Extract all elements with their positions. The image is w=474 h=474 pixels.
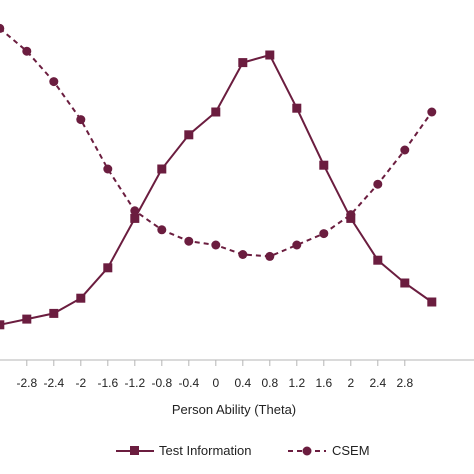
data-point-test-information — [76, 293, 86, 303]
x-tick-label: 0.4 — [234, 376, 251, 390]
data-point-test-information — [400, 278, 410, 288]
data-point-test-information — [103, 263, 113, 273]
series-line-csem — [0, 27, 433, 258]
data-point-test-information — [49, 308, 59, 318]
x-tick-label: 2 — [347, 376, 354, 390]
data-point-test-information — [130, 213, 140, 223]
data-point-test-information — [157, 164, 167, 174]
legend: Test Information CSEM — [116, 443, 370, 458]
data-point-csem — [400, 145, 410, 155]
data-point-test-information — [319, 160, 329, 170]
data-point-csem — [22, 46, 32, 56]
data-point-csem — [427, 107, 437, 117]
data-point-csem — [130, 206, 140, 216]
data-point-test-information — [0, 320, 5, 330]
series-layer — [0, 23, 437, 330]
legend-marker-csem — [302, 446, 312, 456]
x-tick-label: -1.6 — [97, 376, 118, 390]
x-axis-title: Person Ability (Theta) — [172, 402, 296, 417]
legend-label-csem: CSEM — [332, 443, 370, 458]
data-point-csem — [292, 240, 302, 250]
legend-label-test-information: Test Information — [159, 443, 252, 458]
x-tick-label: 0 — [212, 376, 219, 390]
data-point-csem — [319, 229, 329, 239]
data-point-test-information — [427, 297, 437, 307]
legend-marker-test-information — [130, 446, 139, 455]
data-point-test-information — [184, 130, 194, 140]
x-tick-label: -0.4 — [178, 376, 199, 390]
x-tick-label: 1.2 — [288, 376, 305, 390]
x-tick-label: 2.8 — [396, 376, 413, 390]
data-point-test-information — [265, 50, 275, 60]
data-point-csem — [238, 250, 248, 259]
data-point-csem — [76, 115, 86, 125]
x-tick-label: 2.4 — [369, 376, 386, 390]
data-point-csem — [49, 77, 59, 87]
x-tick-label: 0.8 — [261, 376, 278, 390]
data-point-csem — [346, 210, 356, 220]
x-tick-label: -1.2 — [124, 376, 145, 390]
data-point-test-information — [211, 107, 221, 117]
plot-area: -2.8 -2.4 -2 -1.6 -1.2 -0.8 -0.4 0 0.4 0.8 1.2 1.6 2… — [0, 23, 474, 390]
data-point-csem — [184, 236, 194, 246]
data-point-csem — [157, 225, 167, 235]
x-ticks — [26, 360, 406, 366]
data-point-csem — [265, 251, 275, 261]
x-tick-label: 1.6 — [315, 376, 332, 390]
x-tick-label: -2.8 — [16, 376, 37, 390]
data-point-test-information — [22, 314, 32, 324]
data-point-test-information — [238, 58, 248, 68]
data-point-csem — [373, 179, 383, 189]
data-point-test-information — [292, 103, 302, 113]
data-point-csem — [211, 240, 221, 250]
data-point-csem — [0, 23, 5, 33]
x-tick-label: -2 — [75, 376, 86, 390]
x-tick-label: -2.4 — [43, 376, 64, 390]
x-tick-labels: -2.8 -2.4 -2 -1.6 -1.2 -0.8 -0.4 0 0.4 0.8 1.2 1.6 2… — [16, 376, 413, 390]
data-point-test-information — [373, 255, 383, 265]
data-point-csem — [103, 164, 113, 174]
x-tick-label: -0.8 — [151, 376, 172, 390]
